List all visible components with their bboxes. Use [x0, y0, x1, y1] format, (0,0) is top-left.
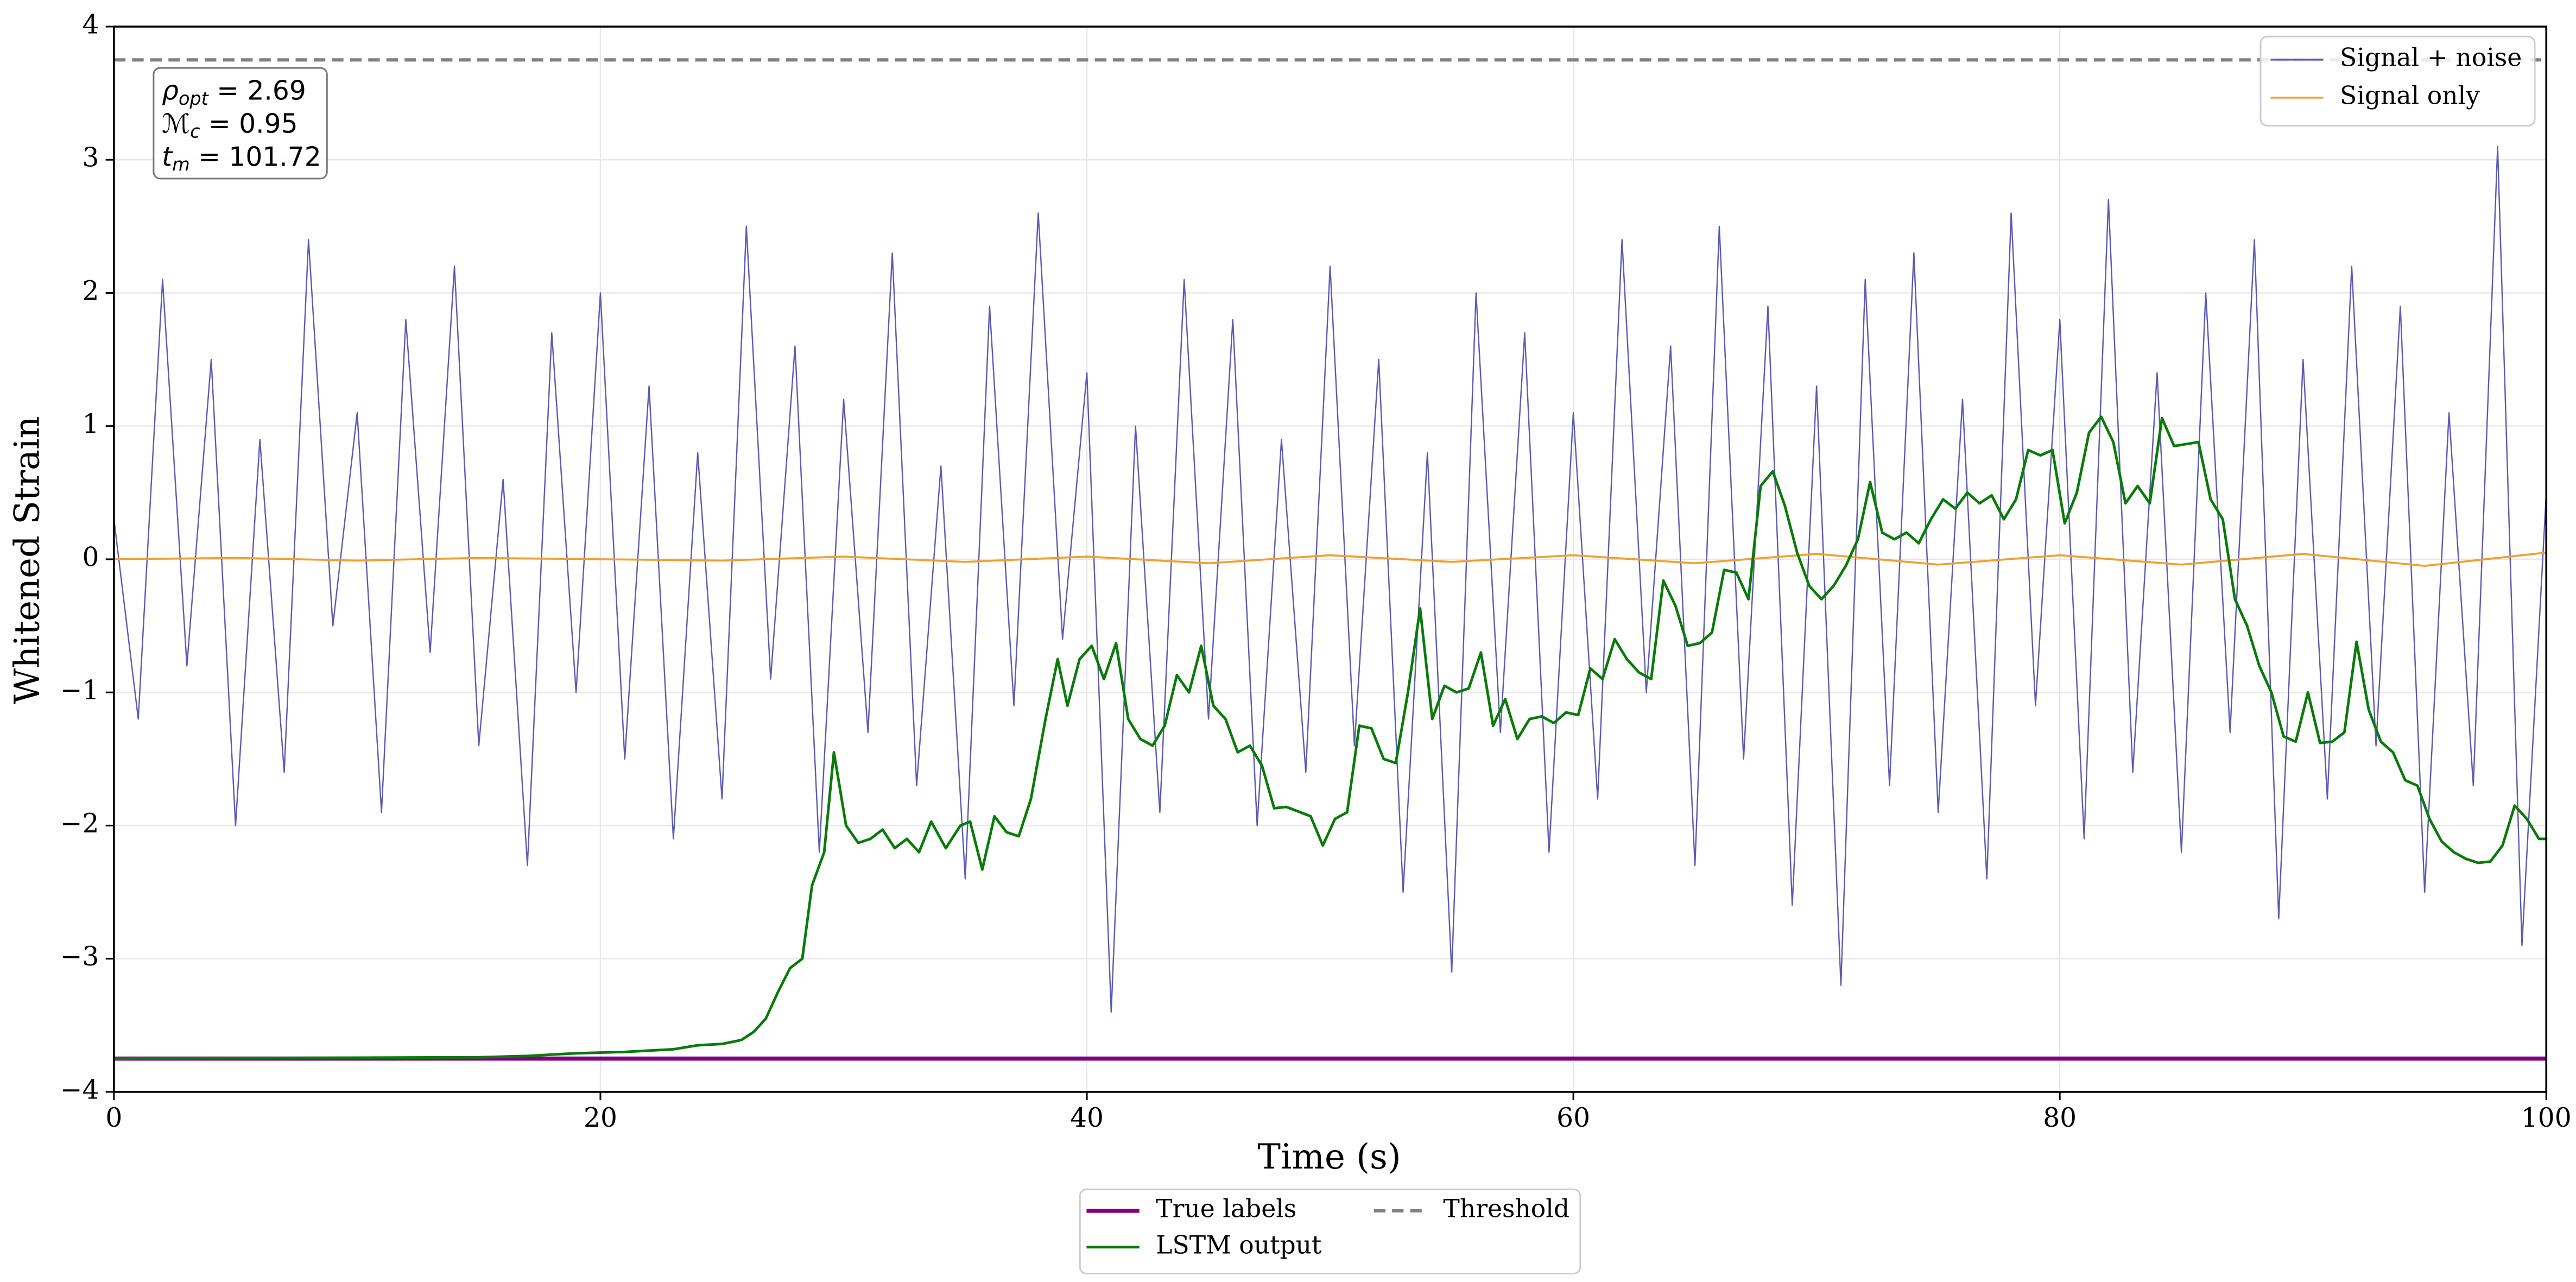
legend-label: True labels — [1156, 1194, 1296, 1223]
annotation-text: = 0.95 — [200, 109, 298, 140]
y-axis-label: Whitened Strain — [7, 416, 47, 704]
plot-area — [113, 58, 2547, 1061]
y-tick-label: 2 — [83, 276, 99, 306]
y-tick-label: −4 — [60, 1075, 99, 1105]
annotation: tm = 101.72 — [162, 142, 321, 175]
y-tick-label: −1 — [60, 675, 99, 706]
y-tick-label: 0 — [83, 542, 99, 572]
y-tick-label: −2 — [60, 809, 99, 839]
annotation-sub: opt — [179, 87, 210, 109]
annotation-text: = 2.69 — [208, 76, 306, 106]
x-tick-label: 100 — [2521, 1103, 2572, 1133]
legend-box — [2259, 35, 2536, 127]
axes-frame — [113, 26, 2548, 1093]
legend-label: Signal + noise — [2340, 43, 2522, 72]
y-tick-label: 4 — [83, 10, 99, 40]
x-tick-label: 20 — [584, 1103, 617, 1133]
x-tick-label: 40 — [1070, 1103, 1104, 1133]
annotation-symbol: t — [162, 142, 173, 172]
annotation: ℳc = 0.95 — [162, 109, 298, 142]
y-tick-label: −3 — [60, 942, 99, 972]
legend-label: Threshold — [1443, 1194, 1569, 1223]
annotation-text: = 101.72 — [190, 142, 321, 172]
x-tick-label: 0 — [105, 1103, 122, 1133]
x-tick-label: 60 — [1556, 1103, 1590, 1133]
annotation: ρopt = 2.69 — [162, 76, 306, 109]
x-tick-label: 80 — [2043, 1103, 2077, 1133]
y-tick-label: 1 — [83, 409, 99, 439]
annotation-sub: c — [190, 121, 200, 142]
series-line — [113, 415, 2547, 1060]
legend-label: LSTM output — [1156, 1230, 1321, 1259]
x-axis-label: Time (s) — [1257, 1137, 1401, 1177]
series-line — [113, 551, 2547, 567]
annotation-sub: m — [172, 154, 190, 175]
annotation-box — [153, 67, 328, 180]
legend-box — [1079, 1188, 1581, 1274]
legend-label: Signal only — [2340, 81, 2480, 110]
annotation-symbol: ℳ — [162, 109, 190, 140]
series-line — [113, 146, 2547, 1013]
annotation-symbol: ρ — [162, 76, 179, 106]
y-tick-label: 3 — [83, 143, 99, 173]
